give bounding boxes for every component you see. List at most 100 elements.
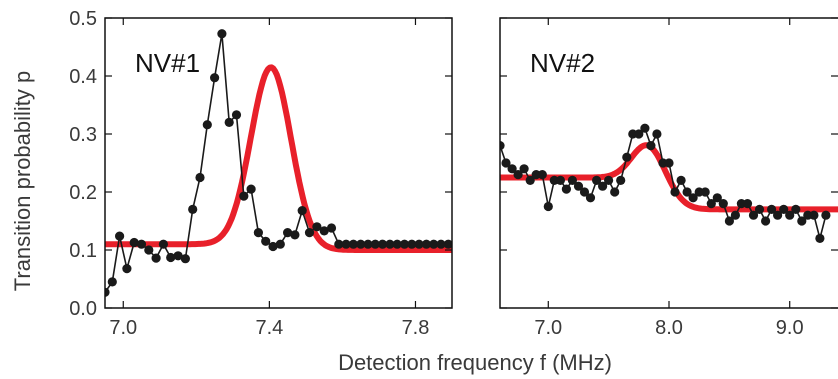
y-tick-label: 0.1: [69, 240, 97, 262]
x-tick-label: 7.0: [109, 317, 137, 339]
x-tick-label: 7.8: [402, 317, 430, 339]
data-point: [561, 184, 572, 194]
data-point: [283, 228, 293, 238]
data-point: [622, 152, 632, 162]
data-point: [706, 199, 716, 209]
data-point: [785, 210, 795, 220]
panel-label: NV#2: [530, 48, 595, 78]
data-point: [640, 123, 650, 133]
data-point: [773, 210, 783, 220]
data-point: [407, 239, 417, 249]
panel-nv2: 7.0 8.0 9.0 NV#2: [499, 17, 838, 339]
data-point: [319, 226, 329, 236]
panel-nv1: 0.0 0.1 0.2 0.3 0.4 0.5 7.0 7.4 7.8 NV#1: [69, 8, 453, 339]
data-point: [180, 254, 190, 264]
data-point: [115, 231, 125, 241]
data-point: [754, 204, 765, 214]
data-point: [513, 170, 523, 180]
data-point: [567, 175, 578, 185]
data-point: [414, 239, 424, 249]
data-point: [791, 204, 801, 214]
data-point: [158, 239, 168, 249]
data-point: [326, 223, 337, 233]
data-point: [356, 239, 366, 249]
data-point: [809, 210, 819, 220]
data-point: [443, 239, 452, 249]
data-point: [275, 239, 285, 249]
data-point: [688, 193, 698, 203]
y-axis-title: Transition probability p: [10, 71, 35, 292]
data-point: [507, 164, 517, 174]
data-point: [797, 216, 807, 226]
data-point: [761, 216, 771, 226]
data-point: [210, 73, 220, 83]
data-point: [239, 191, 249, 201]
x-tick-label: 7.0: [534, 317, 562, 339]
data-point: [500, 141, 505, 151]
data-point: [188, 204, 198, 214]
data-point: [217, 29, 227, 39]
data-point: [652, 129, 662, 139]
data-point: [676, 175, 686, 185]
data-point: [173, 251, 183, 261]
x-tick-label: 7.4: [255, 317, 283, 339]
data-point: [151, 253, 161, 263]
data-point: [253, 228, 263, 238]
data-point: [392, 239, 402, 249]
y-tick-label: 0.4: [69, 66, 97, 88]
data-point: [724, 216, 735, 226]
data-point: [268, 241, 278, 252]
data-point: [246, 184, 256, 194]
data-point: [348, 239, 358, 249]
data-point: [107, 277, 117, 287]
data-point: [122, 264, 132, 274]
data-point: [537, 170, 547, 180]
data-point: [290, 230, 300, 240]
data-point: [616, 175, 626, 185]
data-point: [519, 164, 529, 174]
data-point: [136, 239, 147, 249]
x-axis-title: Detection frequency f (MHz): [338, 350, 612, 375]
data-point: [202, 120, 212, 130]
data-point: [525, 175, 535, 185]
data-point: [385, 239, 395, 249]
data-point: [598, 181, 608, 191]
data-point: [573, 181, 584, 191]
data-point: [166, 252, 176, 263]
plot-frame: [104, 17, 453, 309]
data-point: [105, 287, 110, 297]
data-point: [670, 187, 680, 197]
data-point: [700, 187, 710, 197]
fit-curve: [500, 142, 838, 213]
plot-frame: [499, 17, 838, 309]
y-tick-label: 0.3: [69, 124, 97, 146]
data-point: [378, 239, 388, 249]
data-point: [748, 210, 759, 220]
data-point: [821, 210, 831, 220]
data-point: [144, 245, 154, 255]
x-tick-label: 9.0: [776, 317, 804, 339]
data-point: [767, 204, 777, 214]
x-tick-label: 8.0: [655, 317, 683, 339]
data-point: [712, 193, 722, 203]
panel-label: NV#1: [135, 48, 200, 78]
data-point: [195, 172, 205, 183]
data-point: [610, 187, 620, 197]
data-line: [500, 126, 827, 242]
data-point: [304, 228, 315, 238]
data-point: [231, 110, 242, 120]
data-point: [129, 237, 139, 248]
data-point: [742, 199, 753, 209]
data-point: [370, 239, 380, 249]
y-tick-label: 0.5: [69, 8, 97, 30]
data-point: [312, 222, 322, 232]
data-point: [682, 187, 692, 197]
data-point: [224, 117, 234, 127]
fit-curve: [105, 64, 452, 253]
y-tick-label: 0.2: [69, 182, 97, 204]
y-tick-label: 0.0: [69, 298, 97, 320]
data-point: [543, 201, 553, 212]
data-point: [334, 239, 344, 249]
data-point: [555, 175, 566, 185]
data-point: [363, 239, 373, 249]
